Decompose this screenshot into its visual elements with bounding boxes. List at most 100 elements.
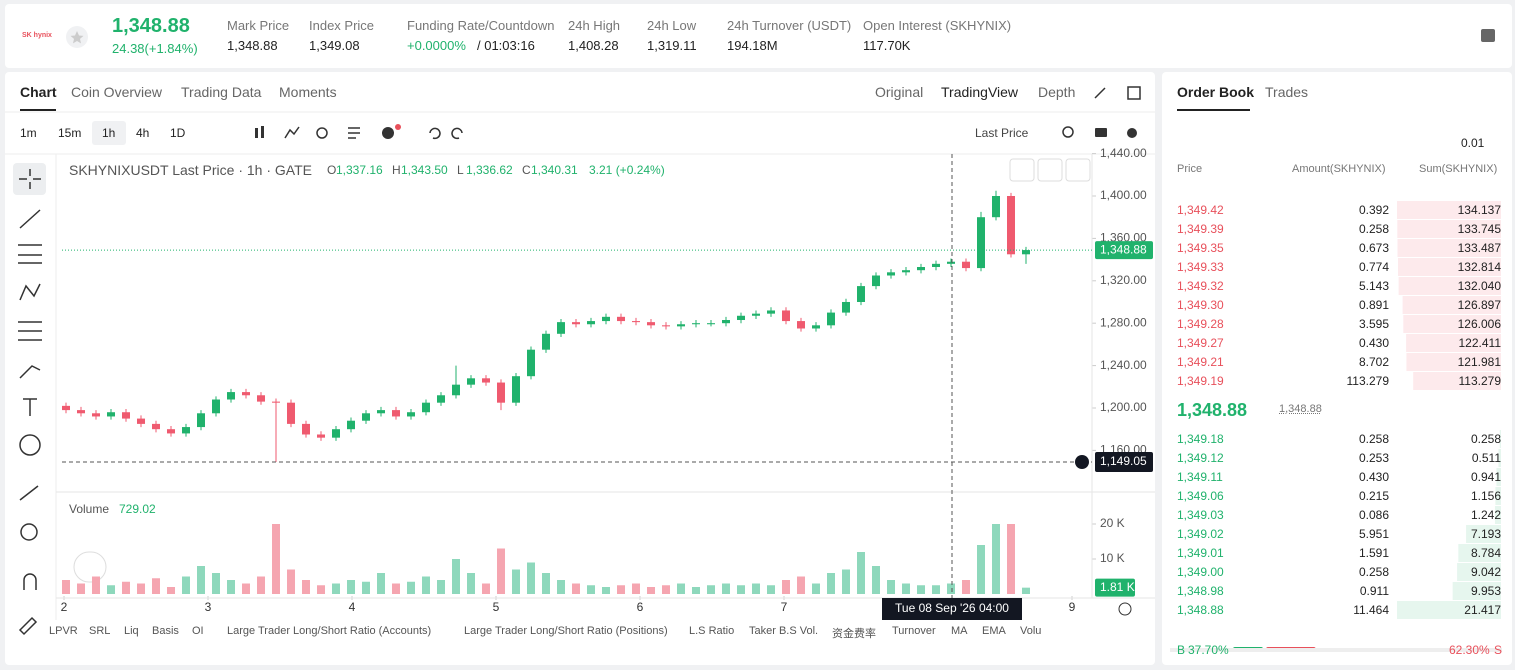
volume-bar (752, 583, 760, 594)
candle-body (977, 217, 985, 269)
ohlc-value: 1,340.31 (531, 163, 578, 177)
ob-amount: 0.430 (1358, 470, 1389, 484)
tab[interactable]: Coin Overview (71, 84, 163, 100)
indicator-tab[interactable]: Taker B.S Vol. (749, 625, 819, 637)
ob-sum: 9.953 (1470, 584, 1501, 598)
volume-bar (92, 576, 100, 594)
depth-bar (1452, 582, 1501, 600)
toolbar-icons (255, 86, 1141, 140)
volume-bar (842, 569, 850, 594)
depth-bar (1466, 525, 1501, 543)
depth-bar (1397, 220, 1501, 238)
indicator-tab[interactable]: OI (192, 625, 204, 637)
ob-price: 1,349.18 (1177, 432, 1224, 446)
indicator-tab[interactable]: Volu (1020, 625, 1042, 637)
depth-bar (1406, 353, 1501, 371)
ohlc-key: L (457, 163, 464, 177)
ohlc-value: 1,336.62 (466, 163, 513, 177)
volume-bar (467, 573, 475, 594)
crosshair-label: 1,149.05 (1100, 454, 1147, 468)
depth-bar (1397, 601, 1501, 619)
chart-controls[interactable] (73, 158, 1132, 616)
indicator-tab[interactable]: EMA (982, 625, 1006, 637)
volume-bar (632, 583, 640, 594)
candle-body (857, 286, 865, 302)
tab[interactable]: Moments (279, 84, 337, 100)
candle-body (122, 412, 130, 419)
interval[interactable]: 15m (58, 126, 82, 140)
indicator-tab[interactable]: LPVR (49, 625, 78, 637)
ob-tab[interactable]: Trades (1265, 84, 1309, 100)
y-tick-label: 1,360.00 (1100, 231, 1147, 245)
volume-bar (407, 581, 415, 594)
field-value: 194.18M (727, 38, 778, 53)
notes-icon[interactable] (1481, 29, 1495, 42)
candle-body (812, 325, 820, 329)
ob-sum: 7.193 (1470, 527, 1501, 541)
interval[interactable]: 1h (102, 126, 116, 140)
y-tick-label: 1,200.00 (1100, 400, 1147, 414)
candle-body (62, 405, 70, 411)
candle-body (332, 429, 340, 438)
indicator-tab[interactable]: Turnover (892, 625, 936, 637)
ob-sum: 132.040 (1457, 279, 1501, 293)
ob-tab[interactable]: Order Book (1177, 84, 1255, 100)
volume-bar (107, 585, 115, 594)
ob-sum: 1.242 (1470, 508, 1501, 522)
indicator-tab[interactable]: Large Trader Long/Short Ratio (Positions… (464, 625, 668, 637)
candle-body (737, 315, 745, 321)
volume-bar (122, 581, 130, 594)
x-tick-label: 2 (61, 600, 68, 614)
indicator-tab[interactable]: Basis (152, 625, 179, 637)
ob-amount: 0.673 (1358, 241, 1389, 255)
view-tab[interactable]: Original (875, 84, 924, 100)
interval[interactable]: 1D (170, 126, 186, 140)
tab[interactable]: Trading Data (181, 84, 262, 100)
indicator-tab[interactable]: Large Trader Long/Short Ratio (Accounts) (227, 625, 432, 637)
candle-body (542, 333, 550, 350)
view-tab[interactable]: Depth (1038, 84, 1076, 100)
ob-amount: 0.392 (1358, 203, 1389, 217)
candle-body (872, 275, 880, 287)
field-label: 24h Low (647, 18, 697, 33)
ob-sum: 0.511 (1471, 451, 1501, 465)
volume-bar (977, 545, 985, 594)
candle-body (962, 261, 970, 269)
drawing-tools (18, 169, 42, 636)
volume-last-tag (1095, 578, 1135, 597)
field-value: 117.70K (863, 38, 911, 53)
interval[interactable]: 4h (136, 126, 150, 140)
precision[interactable]: 0.01 (1461, 136, 1485, 150)
chart-legend: SKHYNIXUSDT Last Price · 1h · GATE (69, 162, 312, 178)
view-tab[interactable]: TradingView (941, 84, 1019, 100)
y-tick-label: 1,440.00 (1100, 146, 1147, 160)
tab[interactable]: Chart (20, 84, 57, 100)
depth-bar (1499, 430, 1501, 448)
indicator-tab[interactable]: L.S Ratio (689, 625, 735, 637)
field-label: Index Price (309, 18, 375, 33)
volume-bar (917, 585, 925, 594)
depth-bar (1403, 315, 1501, 333)
ob-amount: 3.595 (1358, 317, 1389, 331)
ob-price: 1,349.02 (1177, 527, 1224, 541)
ob-sum: 133.745 (1457, 222, 1501, 236)
indicator-tab[interactable]: MA (951, 625, 968, 637)
volume-bar (902, 583, 910, 594)
interval[interactable]: 1m (20, 126, 37, 140)
field-value: 1,319.11 (647, 38, 697, 53)
volume-bar (542, 573, 550, 594)
candle-body (452, 384, 460, 396)
ob-price: 1,349.42 (1177, 203, 1224, 217)
volume-bar (617, 585, 625, 594)
ob-amount: 0.430 (1358, 336, 1389, 350)
price-type[interactable]: Last Price (975, 126, 1029, 140)
ob-amount: 0.258 (1358, 565, 1389, 579)
ob-amount: 11.464 (1353, 603, 1389, 617)
ob-sum: 1.156 (1470, 489, 1501, 503)
volume-bar (872, 566, 880, 594)
indicator-tab[interactable]: 资金费率 (832, 628, 876, 640)
ob-col: Amount(SKHYNIX) (1292, 163, 1386, 175)
indicator-tab[interactable]: SRL (89, 625, 111, 637)
ob-price: 1,349.35 (1177, 241, 1224, 255)
indicator-tab[interactable]: Liq (124, 625, 139, 637)
